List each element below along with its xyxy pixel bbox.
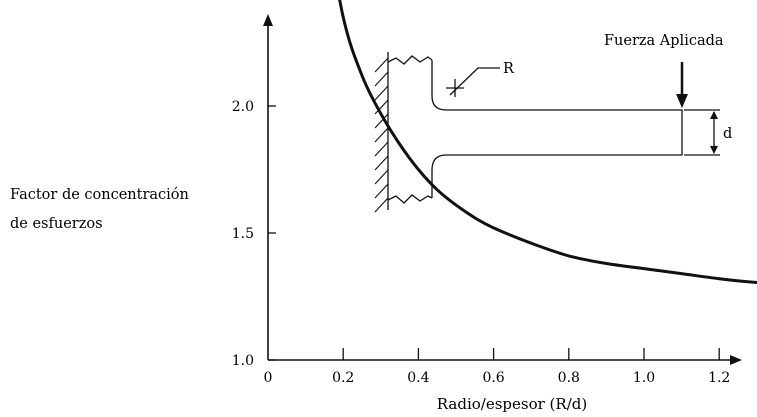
- y-tick-label: 2.0: [232, 99, 254, 115]
- radius-label: R: [503, 61, 515, 77]
- x-tick-label: 0: [264, 370, 273, 386]
- y-axis-arrow: [263, 14, 273, 26]
- wall-hatching: [374, 57, 389, 213]
- y-tick-label: 1.5: [232, 226, 254, 242]
- y-axis-title-line-2: de esfuerzos: [10, 216, 103, 232]
- y-axis-title-line-1: Factor de concentración: [10, 187, 189, 203]
- force-label: Fuerza Aplicada: [604, 33, 724, 49]
- break-line-top: [387, 55, 433, 65]
- x-axis-title: Radio/espesor (R/d): [437, 395, 587, 413]
- break-line-bottom: [387, 194, 433, 204]
- x-tick-label: 0.2: [332, 370, 354, 386]
- radius-leader: [449, 67, 500, 96]
- y-tick-label: 1.0: [232, 353, 254, 369]
- series: [338, 0, 757, 285]
- beam-outline: [431, 60, 683, 198]
- ticks: 00.20.40.60.81.01.21.41.01.52.02.53.03.5: [232, 99, 731, 386]
- thickness-label: d: [723, 126, 732, 142]
- series-line-0: [338, 0, 757, 285]
- dimension-arrow-top: [710, 111, 718, 119]
- x-tick-label: 1.2: [708, 370, 730, 386]
- x-tick-label: 1.0: [633, 370, 655, 386]
- axes: [263, 14, 742, 365]
- x-axis-arrow: [730, 355, 742, 365]
- force-arrow-head: [676, 94, 688, 108]
- x-tick-label: 0.8: [558, 370, 580, 386]
- x-tick-label: 0.4: [407, 370, 429, 386]
- fillet-cantilever-diagram: [374, 52, 720, 213]
- dimension-arrow-bottom: [710, 146, 718, 154]
- x-tick-label: 0.6: [482, 370, 504, 386]
